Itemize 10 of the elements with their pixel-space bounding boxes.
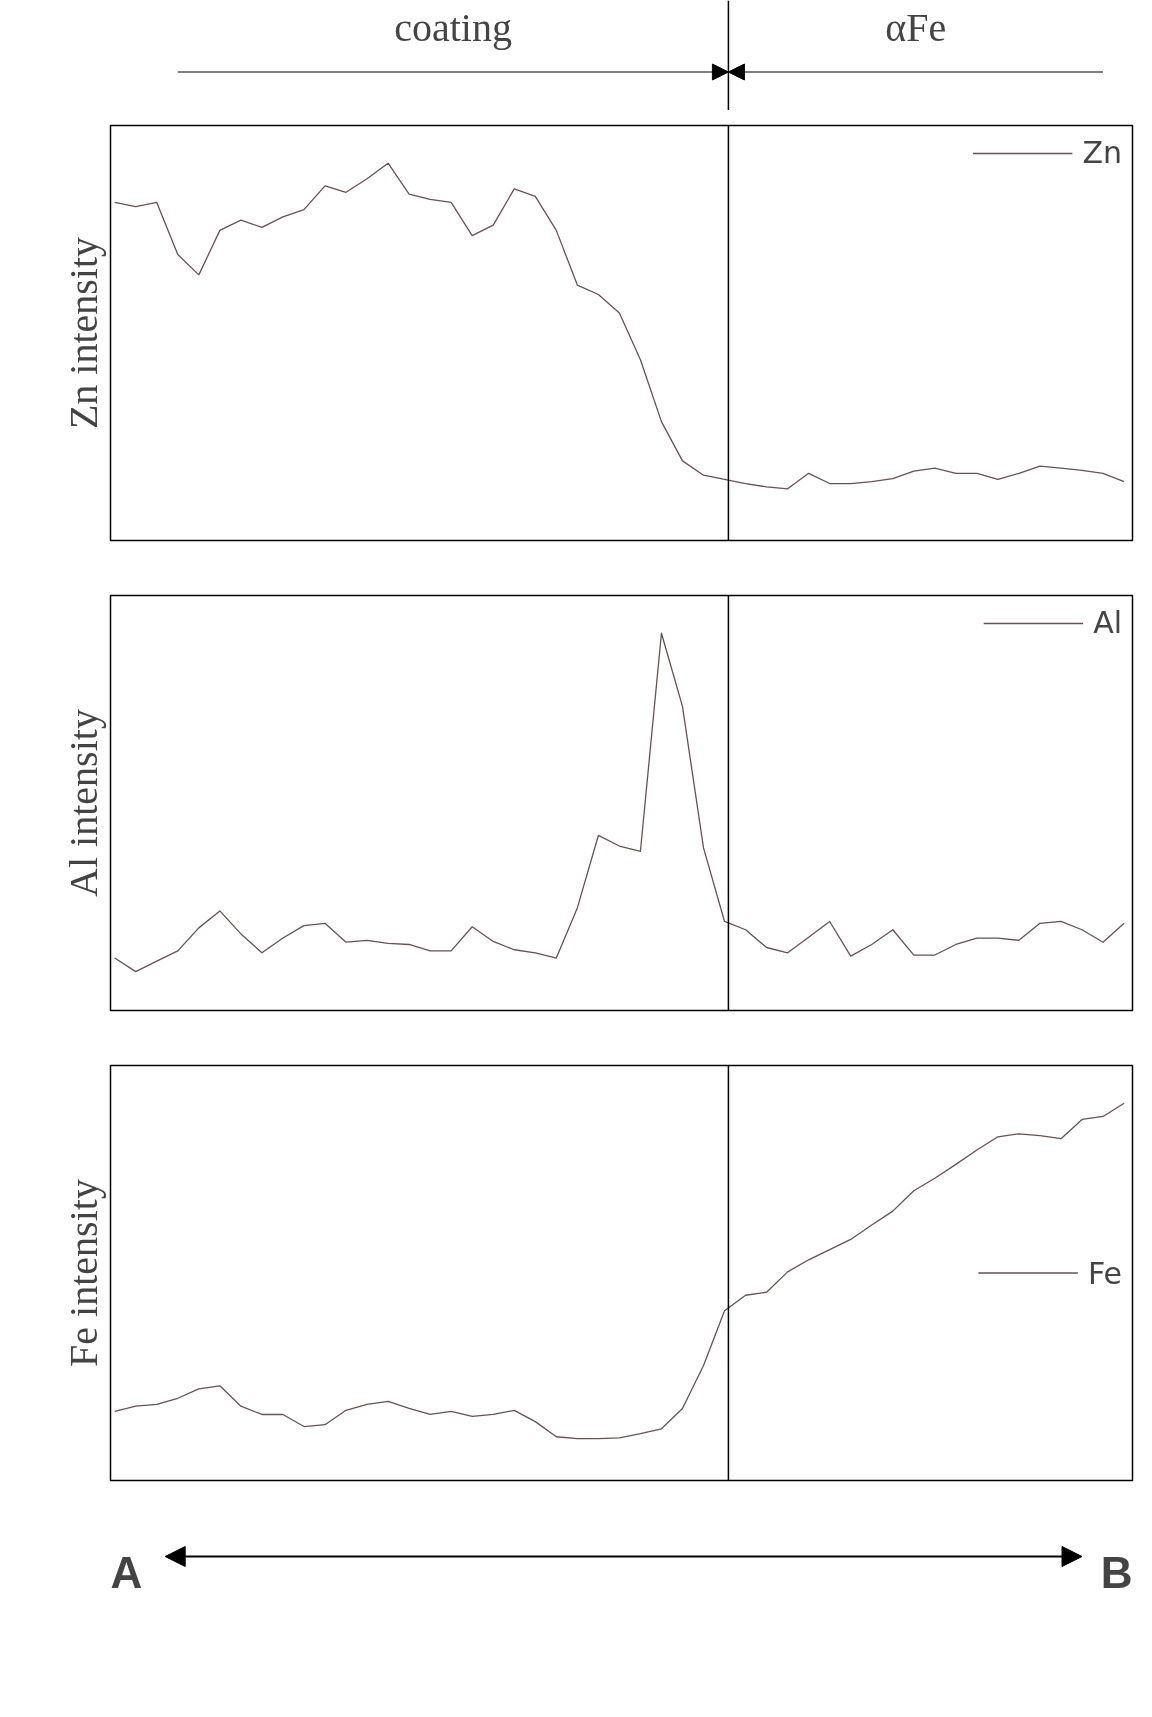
text: B [1100,1548,1133,1597]
text: coating [394,5,512,50]
text: αFe [885,5,947,50]
y-axis-title: Fe intensity [60,1179,106,1367]
y-axis-title: Zn intensity [60,236,106,430]
legend-label: Zn [1082,135,1122,170]
y-axis-title: Al intensity [60,709,106,897]
text: A [110,1548,143,1597]
legend-label: Al [1093,605,1122,640]
legend-label: Fe [1087,1255,1122,1290]
